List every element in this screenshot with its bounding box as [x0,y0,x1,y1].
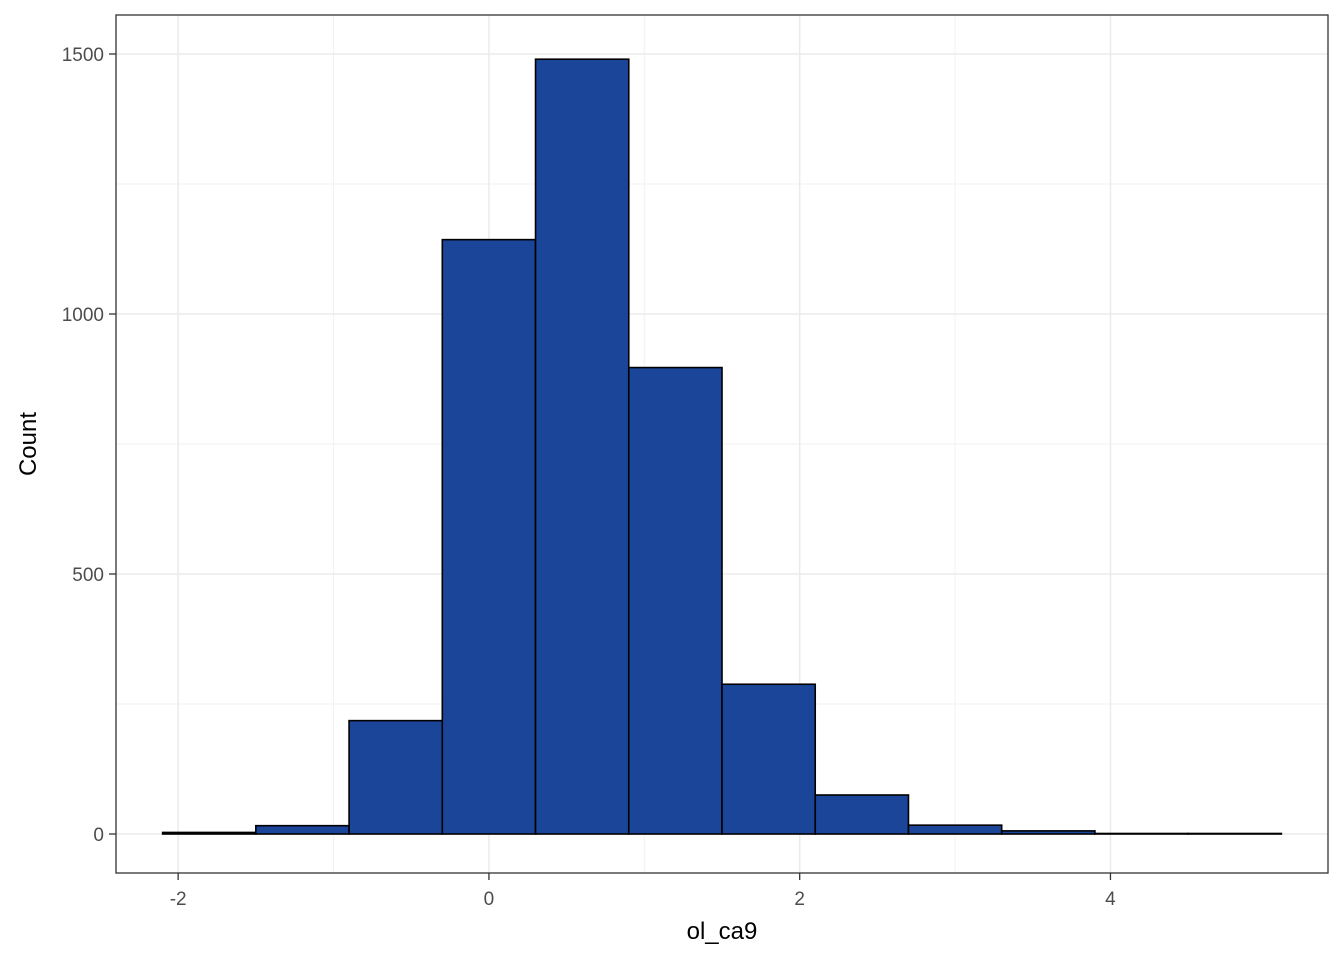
histogram-bar [1094,832,1189,835]
y-tick-label: 0 [93,825,104,846]
histogram-bar [1187,832,1283,835]
histogram-bar [348,719,444,835]
y-axis: 0 500 1000 1500 [62,45,116,846]
y-axis-title: Count [15,412,42,476]
histogram-bar [627,366,723,835]
x-axis: -2 0 2 4 [170,873,1116,910]
y-tick-label: 1500 [62,45,104,66]
x-tick-label: -2 [170,889,187,910]
histogram-bar [814,794,910,835]
histogram-bar [721,683,817,835]
x-axis-title: ol_ca9 [687,918,758,945]
histogram-bars [161,58,1283,835]
histogram-bar [161,831,257,835]
histogram-bar [441,238,537,835]
x-tick-label: 4 [1105,889,1116,910]
x-tick-label: 2 [794,889,805,910]
panel-border [115,14,1329,874]
x-tick-label: 0 [484,889,495,910]
y-tick-label: 1000 [62,305,104,326]
histogram-bar [255,824,350,835]
histogram-bar [907,824,1003,835]
y-tick-label: 500 [72,565,104,586]
histogram-bar [534,58,630,835]
histogram-bar [1000,830,1096,835]
